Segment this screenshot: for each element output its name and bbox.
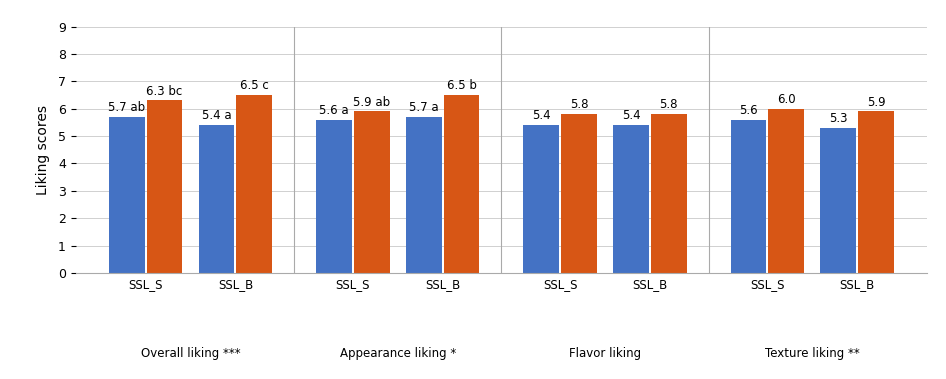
Bar: [147, 100, 183, 273]
Text: 6.3 bc: 6.3 bc: [147, 85, 183, 98]
Bar: [561, 114, 597, 273]
Bar: [236, 95, 272, 273]
Text: 5.6: 5.6: [739, 104, 758, 117]
Bar: [651, 114, 687, 273]
Bar: [406, 117, 442, 273]
Bar: [768, 109, 804, 273]
Text: 5.9: 5.9: [867, 96, 885, 109]
Text: 5.6 a: 5.6 a: [319, 104, 349, 117]
Bar: [523, 125, 559, 273]
Text: Flavor liking: Flavor liking: [569, 347, 641, 360]
Text: 5.7 a: 5.7 a: [409, 101, 439, 114]
Text: 5.3: 5.3: [829, 112, 848, 125]
Text: 6.0: 6.0: [777, 93, 796, 106]
Bar: [858, 111, 894, 273]
Text: 5.4: 5.4: [532, 109, 551, 122]
Text: 5.9 ab: 5.9 ab: [353, 96, 391, 109]
Text: 5.8: 5.8: [569, 99, 588, 111]
Bar: [354, 111, 390, 273]
Text: 5.4 a: 5.4 a: [201, 109, 232, 122]
Bar: [730, 120, 766, 273]
Bar: [199, 125, 235, 273]
Text: Appearance liking *: Appearance liking *: [340, 347, 456, 360]
Text: Texture liking **: Texture liking **: [765, 347, 860, 360]
Bar: [316, 120, 352, 273]
Text: 5.4: 5.4: [622, 109, 640, 122]
Y-axis label: Liking scores: Liking scores: [36, 105, 49, 195]
Text: 5.7 ab: 5.7 ab: [108, 101, 146, 114]
Bar: [444, 95, 480, 273]
Text: 6.5 c: 6.5 c: [240, 79, 269, 92]
Text: 5.8: 5.8: [659, 99, 678, 111]
Text: 6.5 b: 6.5 b: [447, 79, 477, 92]
Bar: [820, 128, 856, 273]
Bar: [613, 125, 649, 273]
Text: Overall liking ***: Overall liking ***: [141, 347, 240, 360]
Bar: [109, 117, 145, 273]
